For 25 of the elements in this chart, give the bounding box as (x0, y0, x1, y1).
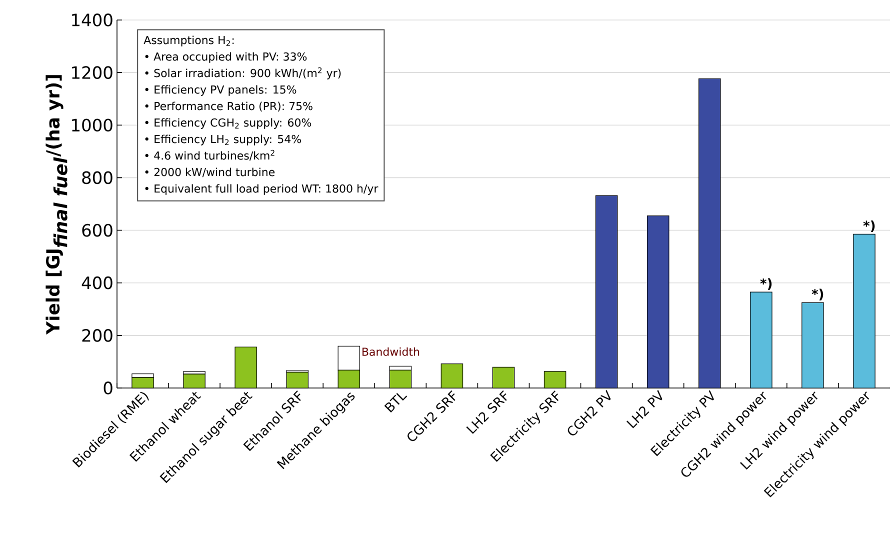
annotation: • Performance Ratio (PR): 75% (145, 102, 312, 112)
y-tick-label: 1000 (72, 118, 112, 132)
annotation: • Area occupied with PV: 33% (145, 52, 307, 63)
y-tick-label: 0 (104, 382, 112, 394)
annotation: • Solar irradiation: 900 kWh/(m$^{2}$ yr) (145, 67, 341, 80)
annotation: • Efficiency CGH$_{2}$ supply: 60% (145, 118, 312, 129)
y-tick-label: 400 (82, 276, 112, 290)
x-tick-label: LH2 PV (626, 390, 662, 428)
y-tick-label: 1400 (72, 14, 112, 26)
y-axis-title: $\textbf{Yield [GJ}_{\textbf{\textit{final fuel}}}\textbf{/(ha yr)]}$ (46, 75, 68, 335)
annotation: *) (812, 288, 824, 300)
annotation: • Efficiency LH$_{2}$ supply: 54% (145, 134, 302, 146)
y-tick-label: 600 (82, 224, 112, 237)
y-tick-label: 800 (82, 171, 112, 184)
x-tick-label: BTL (384, 393, 408, 413)
y-tick-label: 1200 (72, 66, 112, 79)
annotation: • Equivalent full load period WT: 1800 h/yr (145, 184, 378, 195)
annotation: • 4.6 wind turbines/km$^{2}$ (145, 150, 274, 161)
annotation: *) (760, 278, 772, 290)
annotation: • Efficiency PV panels: 15% (145, 85, 296, 96)
annotation: Bandwidth (362, 347, 420, 356)
annotation: Assumptions H$_{2}$: (144, 36, 234, 46)
annotation: • 2000 kW/wind turbine (145, 168, 275, 178)
y-tick-label: 200 (82, 328, 112, 342)
annotation: *) (863, 220, 875, 232)
